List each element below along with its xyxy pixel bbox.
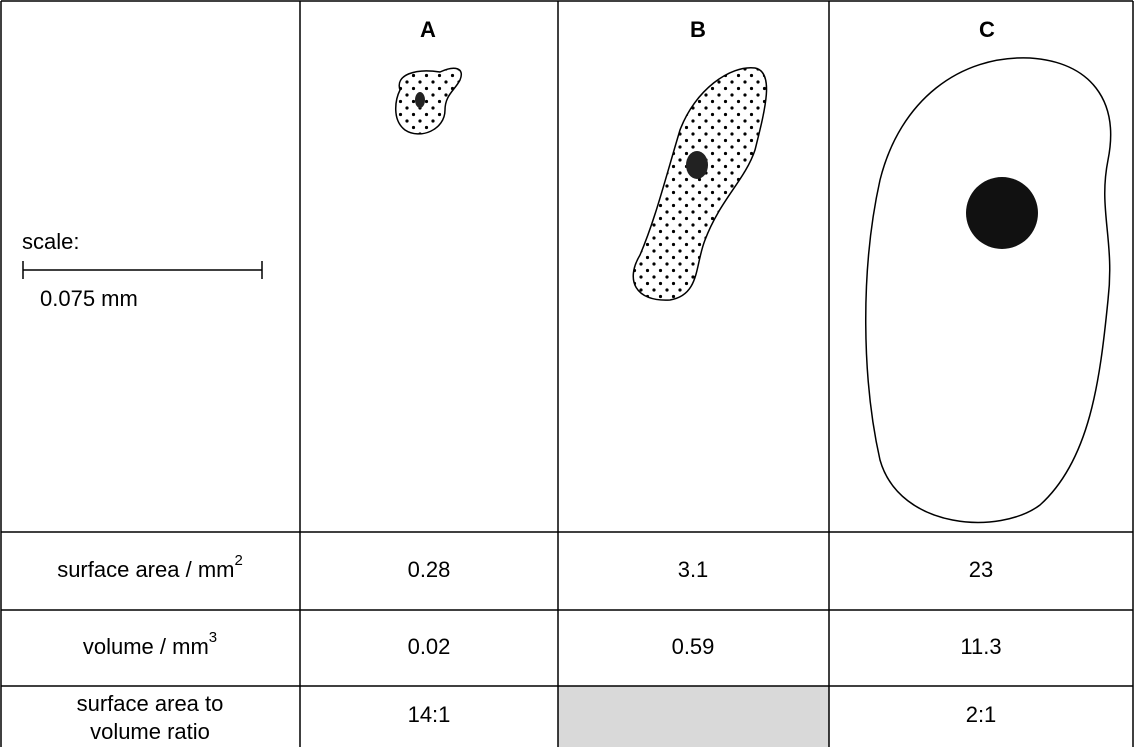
cell-value: 0.02 [408, 634, 451, 659]
superscript: 2 [234, 552, 242, 569]
cell-value: 2:1 [966, 702, 997, 727]
row-label: volume ratio [90, 719, 210, 744]
column-heading: B [690, 17, 706, 42]
cell-value: 23 [969, 557, 993, 582]
cell-value: 14:1 [408, 702, 451, 727]
column-heading: C [979, 17, 995, 42]
scale-bar [22, 261, 263, 279]
row-label-text: surface area / mm [57, 557, 234, 582]
cell-a [395, 67, 462, 135]
row-label-text: volume / mm [83, 634, 209, 659]
row-label: volume / mm3 [83, 629, 217, 659]
cell-value: 0.59 [672, 634, 715, 659]
cell-value: 3.1 [678, 557, 709, 582]
scale-length: 0.075 mm [40, 286, 138, 311]
scale-label: scale: [22, 229, 79, 254]
cell-b [632, 67, 768, 301]
superscript: 3 [209, 629, 217, 646]
row-label: surface area to [77, 691, 224, 716]
cell-value: 0.28 [408, 557, 451, 582]
value-cells: 0.28 3.1 23 0.02 0.59 11.3 14:1 2:1 [408, 557, 1002, 727]
cell-c [865, 57, 1112, 524]
row-label: surface area / mm2 [57, 552, 243, 582]
empty-cell [558, 686, 829, 747]
column-heading: A [420, 17, 436, 42]
cell-value: 11.3 [960, 634, 1001, 659]
